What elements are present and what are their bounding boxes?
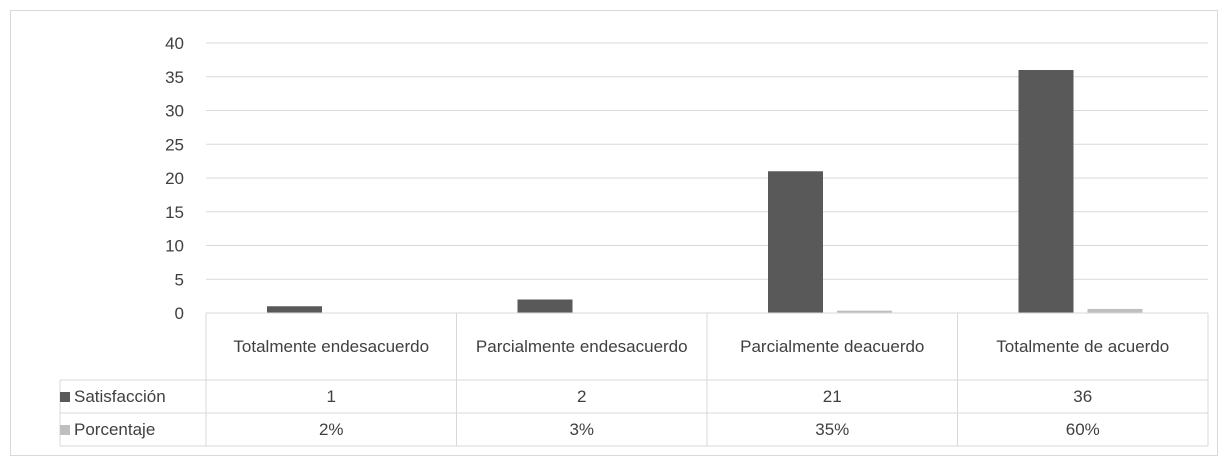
table-cell: 60% xyxy=(1065,419,1100,439)
category-label-line: Parcialmente de xyxy=(740,337,863,356)
chart-frame xyxy=(10,10,1218,456)
y-tick-label: 20 xyxy=(165,169,184,188)
table-cell: 1 xyxy=(326,386,336,406)
category-label: Totalmente en desacuerdo xyxy=(206,313,457,380)
bar-satisfaccion xyxy=(267,306,322,313)
y-tick-label: 35 xyxy=(165,68,184,87)
legend-swatch xyxy=(60,391,70,402)
series-name: Porcentaje xyxy=(74,419,156,439)
legend-swatch xyxy=(60,424,70,435)
series-name: Satisfacción xyxy=(74,386,166,406)
bar-porcentaje xyxy=(1087,308,1143,313)
legend-row-label: Satisfacción xyxy=(60,380,206,413)
table-cell: 21 xyxy=(822,386,842,406)
bar-satisfaccion xyxy=(1018,70,1074,313)
table-cell: 36 xyxy=(1073,386,1093,406)
category-label-line: Totalmente en xyxy=(233,337,341,356)
category-label-line: Parcialmente en xyxy=(475,337,599,356)
category-label-line: acuerdo xyxy=(862,337,925,356)
bar-satisfaccion xyxy=(768,171,823,313)
table-cell: 2 xyxy=(577,386,587,406)
table-cell: 3% xyxy=(569,419,595,439)
legend-row-label: Porcentaje xyxy=(60,413,206,446)
category-label-line: desacuerdo xyxy=(340,337,430,356)
table-cell: 35% xyxy=(815,419,850,439)
bar-satisfaccion xyxy=(517,299,573,313)
y-tick-label: 30 xyxy=(165,102,184,121)
category-label: Parcialmente de acuerdo xyxy=(707,313,958,380)
y-tick-label: 10 xyxy=(165,237,184,256)
y-tick-label: 15 xyxy=(165,203,184,222)
y-tick-label: 25 xyxy=(165,135,184,154)
y-tick-label: 40 xyxy=(165,34,184,53)
category-label-line: Totalmente de acuerdo xyxy=(996,337,1170,356)
category-label-line: desacuerdo xyxy=(598,337,688,356)
category-label: Totalmente de acuerdo xyxy=(958,313,1209,380)
y-tick-label: 0 xyxy=(175,304,184,323)
category-label: Parcialmente en desacuerdo xyxy=(457,313,708,380)
table-cell: 2% xyxy=(318,419,344,439)
y-tick-label: 5 xyxy=(175,270,184,289)
bar-porcentaje xyxy=(837,310,892,313)
